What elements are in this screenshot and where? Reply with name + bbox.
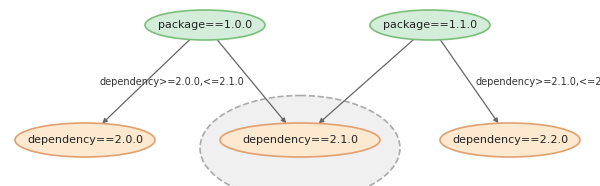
- Ellipse shape: [440, 123, 580, 157]
- Ellipse shape: [200, 95, 400, 186]
- Text: dependency==2.1.0: dependency==2.1.0: [242, 135, 358, 145]
- Text: dependency==2.0.0: dependency==2.0.0: [27, 135, 143, 145]
- Ellipse shape: [370, 10, 490, 40]
- Ellipse shape: [145, 10, 265, 40]
- Ellipse shape: [220, 123, 380, 157]
- Text: dependency==2.2.0: dependency==2.2.0: [452, 135, 568, 145]
- Ellipse shape: [15, 123, 155, 157]
- Text: package==1.0.0: package==1.0.0: [158, 20, 252, 30]
- Text: dependency>=2.0.0,<=2.1.0: dependency>=2.0.0,<=2.1.0: [100, 77, 245, 87]
- Text: dependency>=2.1.0,<=2.2.0: dependency>=2.1.0,<=2.2.0: [475, 77, 600, 87]
- Text: package==1.1.0: package==1.1.0: [383, 20, 477, 30]
